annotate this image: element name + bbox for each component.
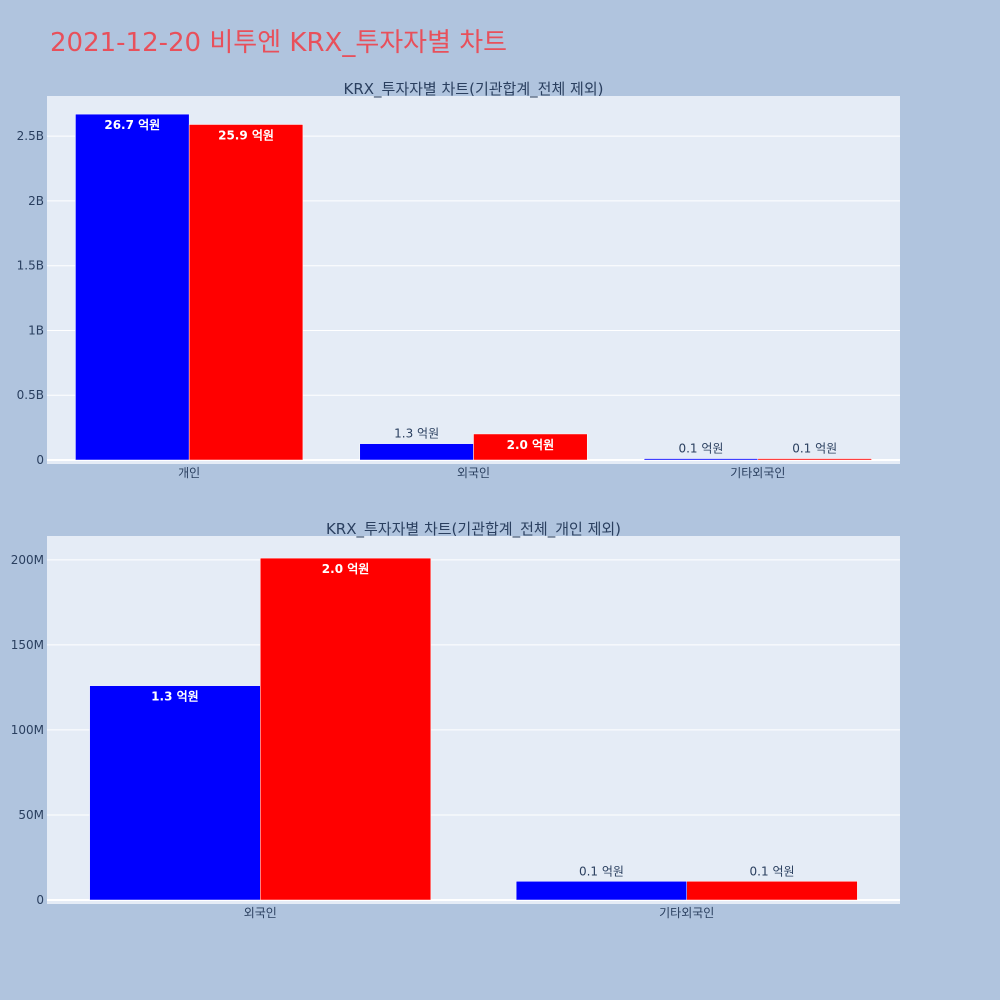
y-tick-label: 1B bbox=[28, 323, 44, 337]
y-tick-label: 0 bbox=[36, 893, 44, 907]
bar bbox=[188, 124, 304, 461]
page-title: 2021-12-20 비투엔 KRX_투자자별 차트 bbox=[50, 28, 508, 58]
y-tick-label: 1.5B bbox=[17, 259, 44, 273]
bar-label: 1.3 억원 bbox=[394, 427, 439, 441]
bar-label: 25.9 억원 bbox=[218, 128, 274, 142]
x-tick-label: 기타외국인 bbox=[730, 466, 785, 480]
bar bbox=[515, 881, 688, 901]
y-tick-label: 50M bbox=[18, 808, 44, 822]
x-tick-label: 외국인 bbox=[457, 466, 490, 480]
y-tick-label: 2.5B bbox=[17, 129, 44, 143]
y-tick-label: 200M bbox=[11, 553, 44, 567]
bar bbox=[260, 557, 432, 901]
bar-label: 2.0 억원 bbox=[507, 438, 555, 452]
bar bbox=[75, 113, 190, 461]
bar bbox=[643, 458, 759, 461]
y-tick-label: 0 bbox=[36, 453, 44, 467]
x-tick-label: 기타외국인 bbox=[659, 906, 714, 920]
x-tick-label: 개인 bbox=[178, 466, 200, 480]
y-tick-label: 100M bbox=[11, 723, 44, 737]
bar bbox=[359, 443, 474, 461]
bar bbox=[473, 433, 588, 461]
chart-title: KRX_투자자별 차트(기관합계_전체 제외) bbox=[344, 80, 604, 99]
bar-label: 0.1 억원 bbox=[678, 442, 723, 456]
bar bbox=[686, 881, 858, 901]
y-tick-label: 150M bbox=[11, 638, 44, 652]
bar bbox=[89, 685, 261, 901]
bar bbox=[757, 458, 872, 461]
y-tick-label: 0.5B bbox=[17, 388, 44, 402]
chart-investor-all: 0 0.5B 1B 1.5B 2B 2.5B KRX_투자자별 차트(기관합계_전체 제외)… bbox=[17, 80, 900, 480]
bar-label: 1.3 억원 bbox=[151, 690, 199, 704]
chart-title: KRX_투자자별 차트(기관합계_전체_개인 제외) bbox=[326, 520, 621, 539]
bar-label: 0.1 억원 bbox=[792, 442, 837, 456]
chart-investor-excluding-individual: 0 50M 100M 150M 200M KRX_투자자별 차트(기관합계_전체_개인 제… bbox=[11, 520, 900, 920]
bar-label: 26.7 억원 bbox=[104, 118, 160, 132]
bar-label: 0.1 억원 bbox=[750, 864, 795, 878]
x-tick-label: 외국인 bbox=[244, 906, 277, 920]
y-tick-label: 2B bbox=[28, 194, 44, 208]
bar-label: 2.0 억원 bbox=[322, 562, 370, 576]
bar-label: 0.1 억원 bbox=[579, 864, 624, 878]
